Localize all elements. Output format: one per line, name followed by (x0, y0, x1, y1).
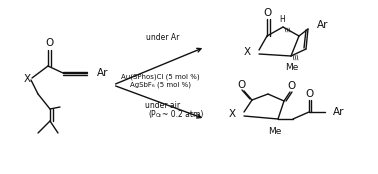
Text: O: O (238, 80, 246, 90)
Text: Me: Me (268, 126, 282, 136)
Text: under air: under air (146, 101, 181, 110)
Text: AgSbF₆ (5 mol %): AgSbF₆ (5 mol %) (130, 82, 191, 88)
Text: O₂: O₂ (156, 113, 162, 118)
Text: X: X (244, 47, 251, 57)
Text: Me: Me (285, 62, 299, 72)
Text: X: X (229, 109, 236, 119)
Text: H: H (279, 15, 285, 25)
Text: O: O (287, 81, 295, 91)
Text: Ar: Ar (333, 107, 344, 117)
Text: under Ar: under Ar (146, 33, 180, 42)
Text: O: O (264, 8, 272, 18)
Text: X: X (23, 74, 31, 84)
Text: ~ 0.2 atm): ~ 0.2 atm) (162, 109, 203, 118)
Text: O: O (306, 89, 314, 99)
Text: (P: (P (148, 109, 156, 118)
Text: Au(SPhos)Cl (5 mol %): Au(SPhos)Cl (5 mol %) (121, 74, 199, 80)
Text: Ar: Ar (317, 20, 328, 30)
Text: O: O (45, 38, 53, 48)
Text: Ar: Ar (97, 68, 108, 78)
